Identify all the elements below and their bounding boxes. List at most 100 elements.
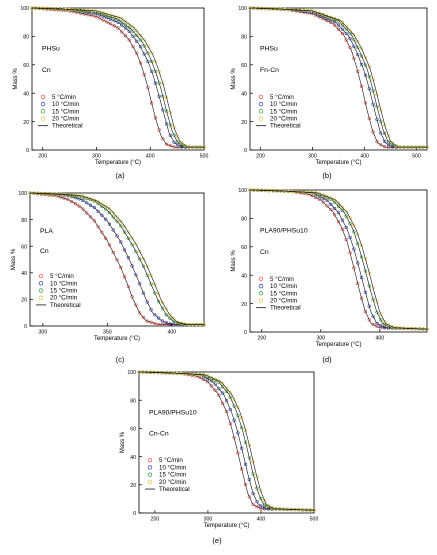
data-point [363,73,368,77]
data-point [329,196,333,200]
data-point [138,45,143,49]
legend-label: 15 °C/min [270,108,298,115]
data-point [317,191,321,196]
data-point [251,491,255,496]
y-tick-label: 20 [23,120,29,126]
data-point [221,401,225,406]
data-point [375,300,379,304]
data-point [92,198,96,202]
data-point [367,304,371,308]
data-point [325,194,329,199]
data-point [209,379,213,383]
data-point [325,18,329,23]
data-point [157,128,161,132]
data-point [111,228,115,232]
legend-swatch [258,101,264,107]
data-point [356,39,360,44]
data-point [236,405,240,410]
data-point [176,135,180,139]
data-point [247,456,251,460]
data-point [236,413,240,418]
legend-label: Theoretical [159,486,190,493]
data-point [127,29,131,33]
data-point [96,224,100,229]
legend-swatch [40,94,46,100]
data-point [97,10,101,14]
y-tick-label: 100 [18,191,27,197]
data-point [85,201,89,205]
data-point [255,475,259,479]
data-point [183,322,187,326]
data-point [321,15,325,19]
data-point [164,96,169,100]
data-point [352,56,356,61]
data-point [120,23,124,27]
y-tick-label: 40 [23,91,29,97]
x-tick-label: 500 [310,517,319,523]
data-point [172,125,176,129]
data-point [112,24,116,28]
data-point [172,133,176,137]
data-point [386,323,391,327]
legend-swatch [147,472,153,477]
data-point [270,506,274,510]
data-point [126,236,130,240]
data-point [371,78,375,82]
y-axis-label: Mass % [231,68,237,90]
x-tick-label: 200 [256,154,265,160]
x-axis-label: Temperature (°C) [315,342,361,348]
data-point [390,143,394,147]
data-point [333,23,337,27]
data-point [77,197,81,201]
y-tick-label: 80 [130,398,136,404]
legend-swatch [147,465,153,470]
data-point [156,316,161,320]
data-point [344,214,348,218]
legend-swatch [40,109,46,114]
panel-caption: (a) [115,171,125,180]
y-axis-label: Mass % [120,431,126,453]
data-point [224,399,229,403]
data-point [262,503,267,507]
data-point [111,211,115,215]
data-point [321,17,325,21]
data-point [367,318,371,322]
data-point [217,393,221,397]
data-point [313,10,318,14]
y-tick-label: 0 [244,330,247,336]
data-point [367,64,371,69]
data-point [251,502,255,507]
data-point [356,45,360,50]
data-point [115,219,119,223]
data-point [367,284,371,288]
data-point [352,230,356,234]
y-tick-label: 100 [238,188,247,194]
data-point [116,26,120,30]
data-point [348,46,352,50]
data-point [321,12,325,17]
data-point [160,300,165,304]
data-point [153,313,157,317]
data-point [104,204,108,208]
legend-label: 10 °C/min [270,101,298,108]
data-point [333,20,337,24]
legend-swatch [258,283,264,289]
data-point [228,407,232,412]
series-20-cmin [137,370,316,512]
data-point [142,72,146,77]
data-point [127,22,131,26]
data-point [134,303,138,307]
data-point [371,89,375,93]
data-point [317,13,321,17]
legend-label: 5 °C/min [270,276,294,283]
data-point [146,85,150,90]
data-point [379,143,383,147]
legend-swatch [40,116,46,121]
x-tick-label: 400 [360,154,369,160]
data-point [340,31,344,36]
theoretical-line [31,7,204,148]
data-point [217,379,221,383]
x-tick-label: 400 [257,517,266,523]
data-point [164,109,169,113]
data-point [172,317,176,321]
